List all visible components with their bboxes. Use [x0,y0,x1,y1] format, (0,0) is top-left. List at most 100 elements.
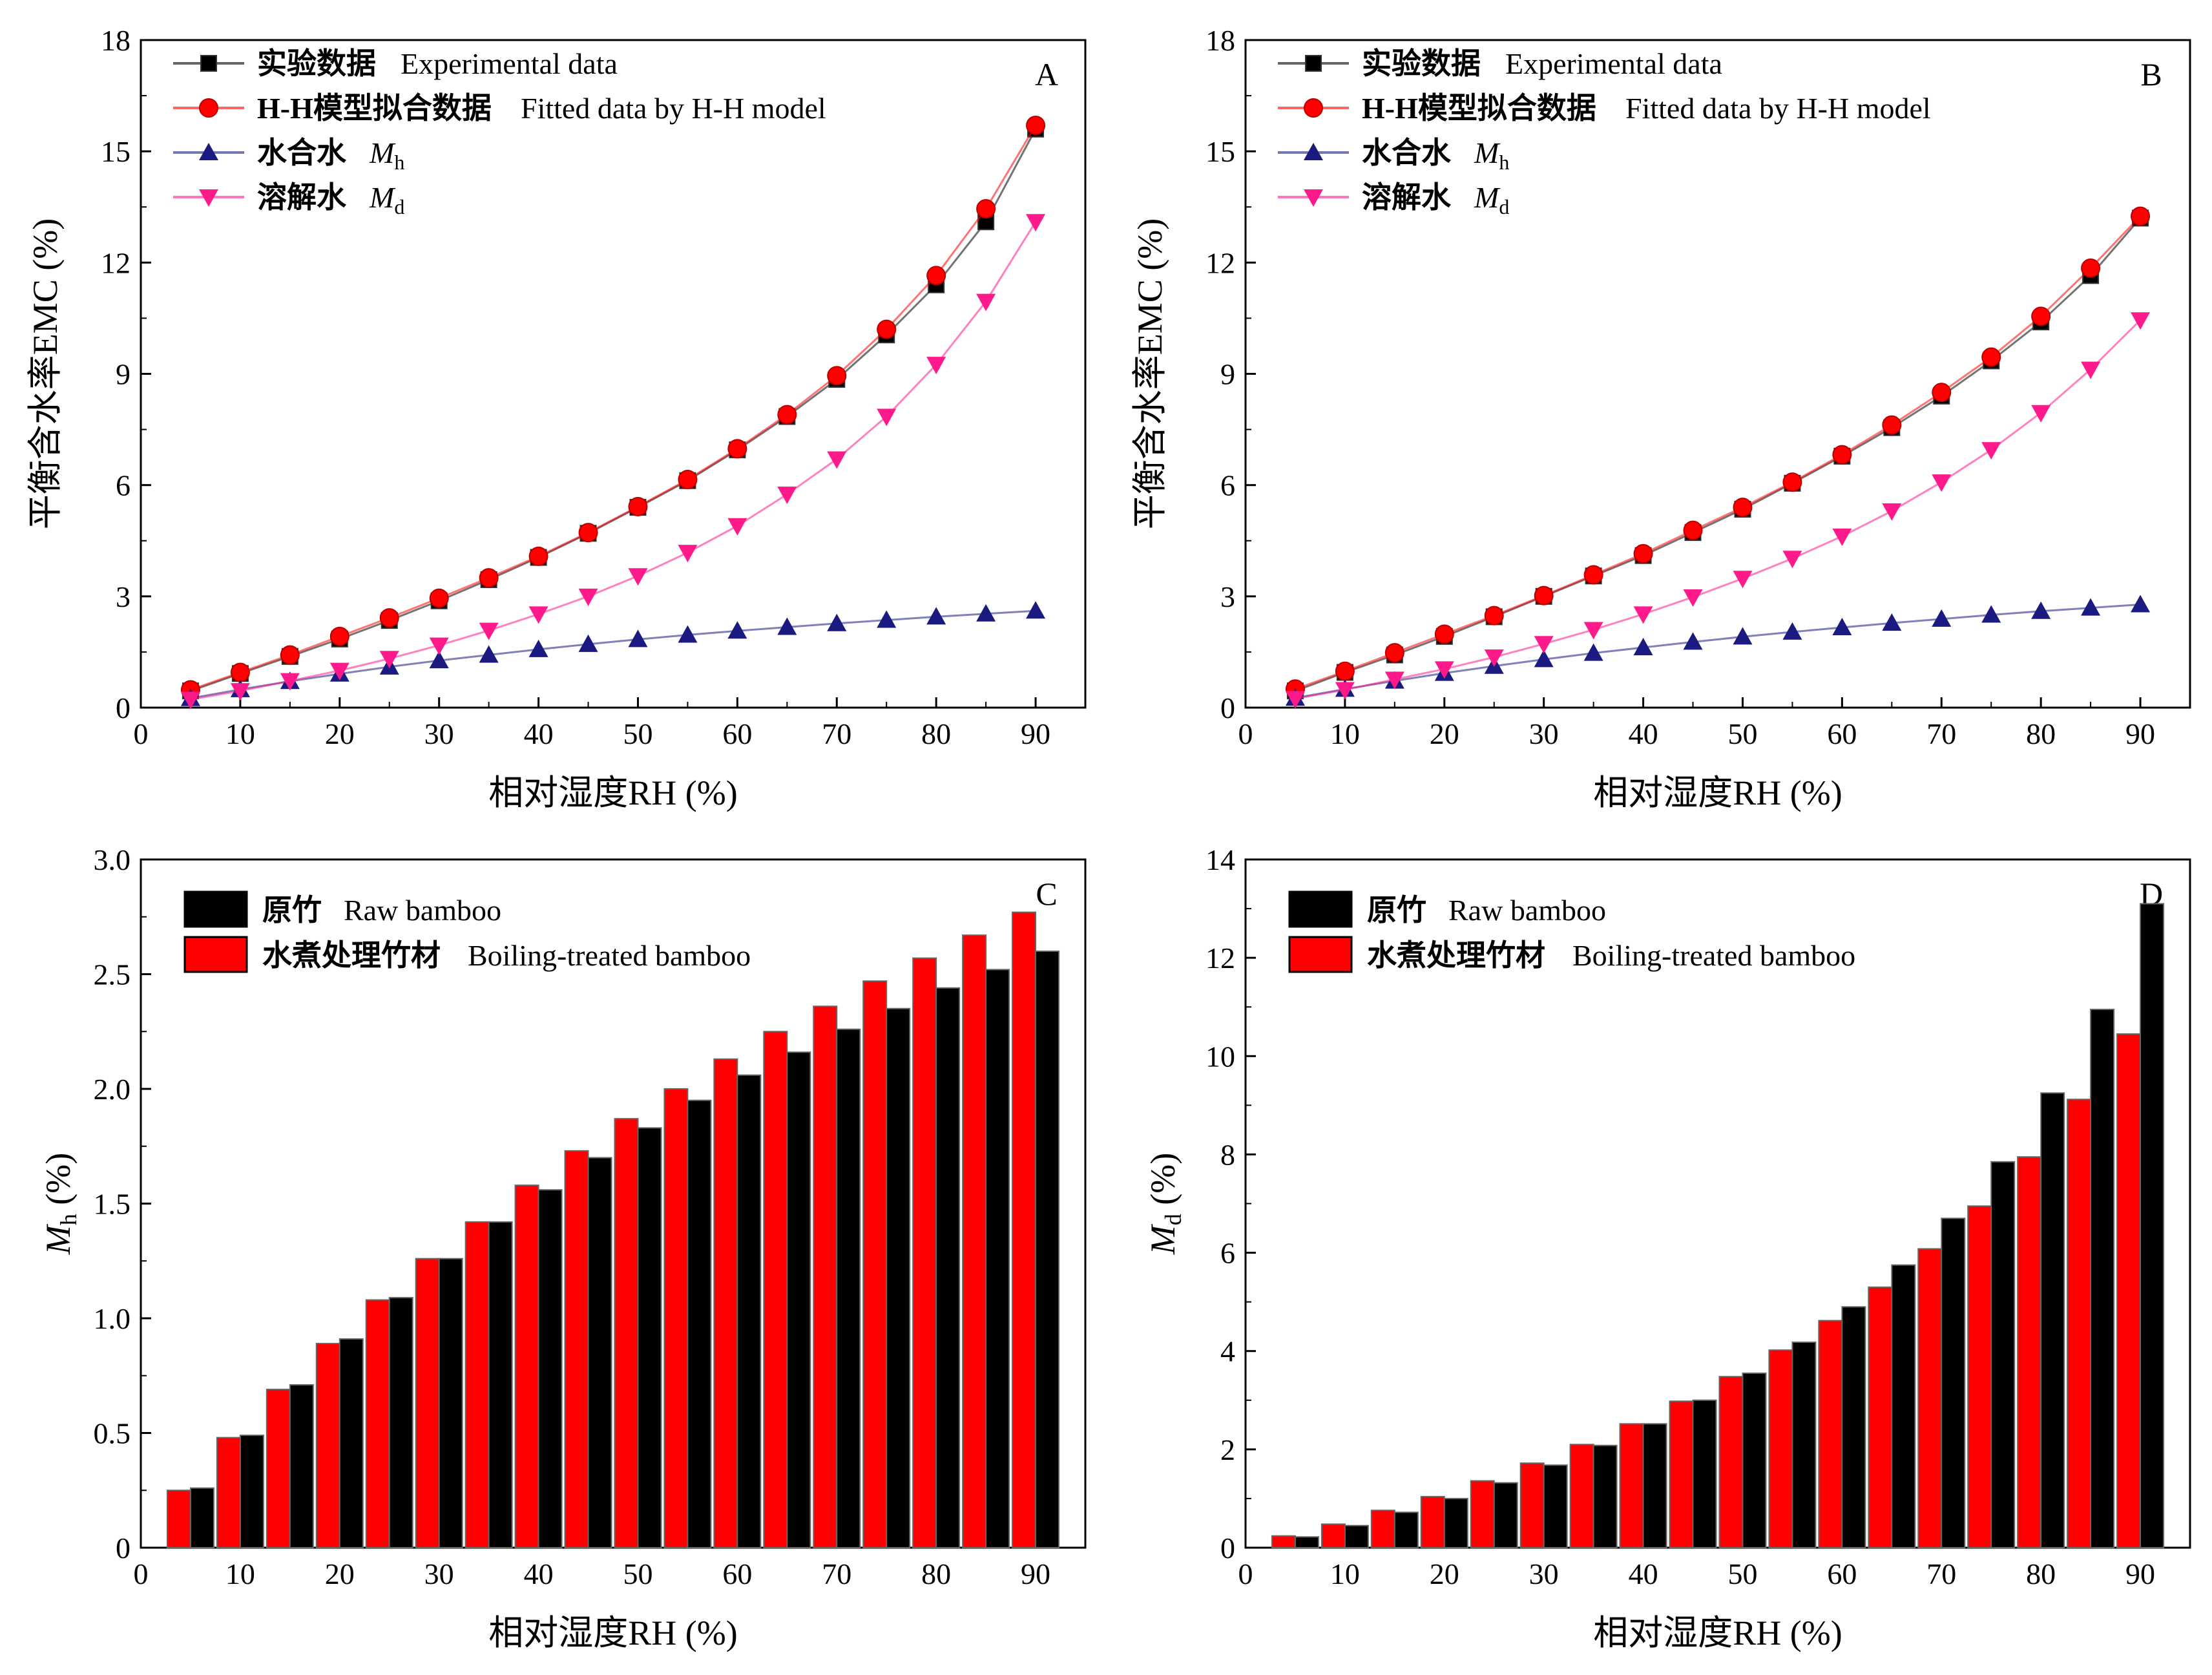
legend-label-cn: 原竹 [262,894,322,927]
legend-label-en: Md [1474,181,1509,218]
data-point [1534,649,1554,668]
x-tick-label: 10 [225,717,255,750]
bar-boiling-treated [315,1343,340,1549]
data-point [1434,624,1454,644]
bar-boiling-treated [1012,911,1037,1548]
bar-raw-bamboo [935,987,961,1549]
legend-swatch [1288,936,1353,973]
bar-boiling-treated [1271,1535,1296,1549]
legend-marker [1304,98,1323,118]
data-point [1583,643,1603,661]
bar-raw-bamboo [289,1384,314,1548]
data-point [678,470,698,490]
y-tick-label: 3 [116,580,130,613]
data-point [180,691,200,710]
data-point [1882,503,1902,521]
bar-boiling-treated [912,957,937,1548]
bar-raw-bamboo [1841,1306,1866,1548]
bar-raw-bamboo [587,1157,612,1548]
legend-label-cn: 水合水 [257,136,347,169]
panel-letter: A [1035,56,1058,92]
y-tick-label: 8 [1220,1138,1235,1171]
bar-boiling-treated [663,1088,689,1548]
legend-label-en: Boiling-treated bamboo [1572,939,1855,972]
legend-label-en: Experimental data [401,47,618,80]
data-point [1932,474,1952,492]
data-point [429,651,449,669]
y-tick-label: 6 [1220,469,1235,502]
data-point [2131,206,2151,226]
y-tick-label: 15 [1205,135,1235,168]
data-point [2081,258,2101,278]
bar-boiling-treated [514,1185,539,1548]
x-tick-label: 30 [424,1557,454,1590]
y-tick-label: 0 [116,691,130,724]
y-tick-label: 0 [1220,691,1235,724]
bar-raw-bamboo [786,1051,811,1548]
y-tick-label: 1.5 [94,1188,131,1221]
y-axis-title-symbol: M [1143,1223,1182,1255]
bar-raw-bamboo [1393,1512,1419,1548]
data-point [379,651,399,669]
data-point [1633,606,1653,624]
x-tick-label: 20 [325,1557,355,1590]
data-point [1882,613,1902,631]
data-point [1832,528,1852,546]
legend-label-en: Fitted data by H-H model [521,92,826,125]
legend-label-en: Raw bamboo [344,894,501,927]
data-point [2031,405,2051,423]
bar-raw-bamboo [1941,1217,1966,1548]
data-point [1434,661,1454,679]
data-point [230,683,250,701]
y-tick-label: 9 [1220,358,1235,391]
data-point [578,634,598,652]
bar-boiling-treated [2017,1156,2042,1549]
x-tick-label: 90 [1021,1557,1050,1590]
bar-boiling-treated [1470,1480,1495,1549]
x-axis-title: 相对湿度RH (%) [488,774,737,812]
x-tick-label: 10 [1330,717,1360,750]
x-tick-label: 50 [1727,717,1757,750]
y-tick-label: 18 [101,24,130,57]
y-tick-label: 12 [1205,942,1235,974]
data-point [280,673,300,691]
data-point [727,621,747,639]
legend-label-en-main: Experimental data [401,47,618,80]
panel-letter: C [1036,876,1057,912]
bar-raw-bamboo [2090,1009,2115,1548]
data-point [329,662,350,680]
data-point [926,357,946,375]
x-tick-label: 40 [524,1557,554,1590]
bar-boiling-treated [415,1258,440,1548]
x-tick-label: 10 [225,1557,255,1590]
legend-label-subscript: d [1499,195,1509,218]
bar-raw-bamboo [189,1487,214,1548]
x-tick-label: 70 [822,717,851,750]
bar-boiling-treated [1868,1286,1893,1548]
bar-raw-bamboo [239,1435,264,1549]
bar-raw-bamboo [1692,1399,1717,1548]
data-point [528,606,548,624]
data-point [976,199,996,219]
x-axis-title: 相对湿度RH (%) [1593,774,1842,812]
x-tick-label: 60 [722,717,752,750]
bar-boiling-treated [1917,1248,1943,1548]
data-point [1932,383,1952,403]
data-point [2131,595,2151,613]
legend-label-en-main: M [369,136,396,169]
data-point [1384,671,1404,690]
data-point [1683,632,1703,650]
y-tick-label: 2.0 [94,1073,131,1106]
data-point [578,588,598,606]
data-point [1633,543,1653,564]
y-tick-label: 18 [1205,24,1235,57]
data-point [1384,643,1404,663]
legend-label-cn: 实验数据 [257,47,376,80]
legend-swatch [183,890,248,928]
data-point [1733,498,1753,518]
data-point [2081,361,2101,379]
panel-d: 0 10 20 30 40 50 60 70 80 90 0 2 4 6 8 10 12 14 相对湿度RH (%)… [1143,843,2191,1652]
data-point [2031,306,2051,326]
data-point [429,588,449,608]
bar-raw-bamboo [687,1099,712,1548]
